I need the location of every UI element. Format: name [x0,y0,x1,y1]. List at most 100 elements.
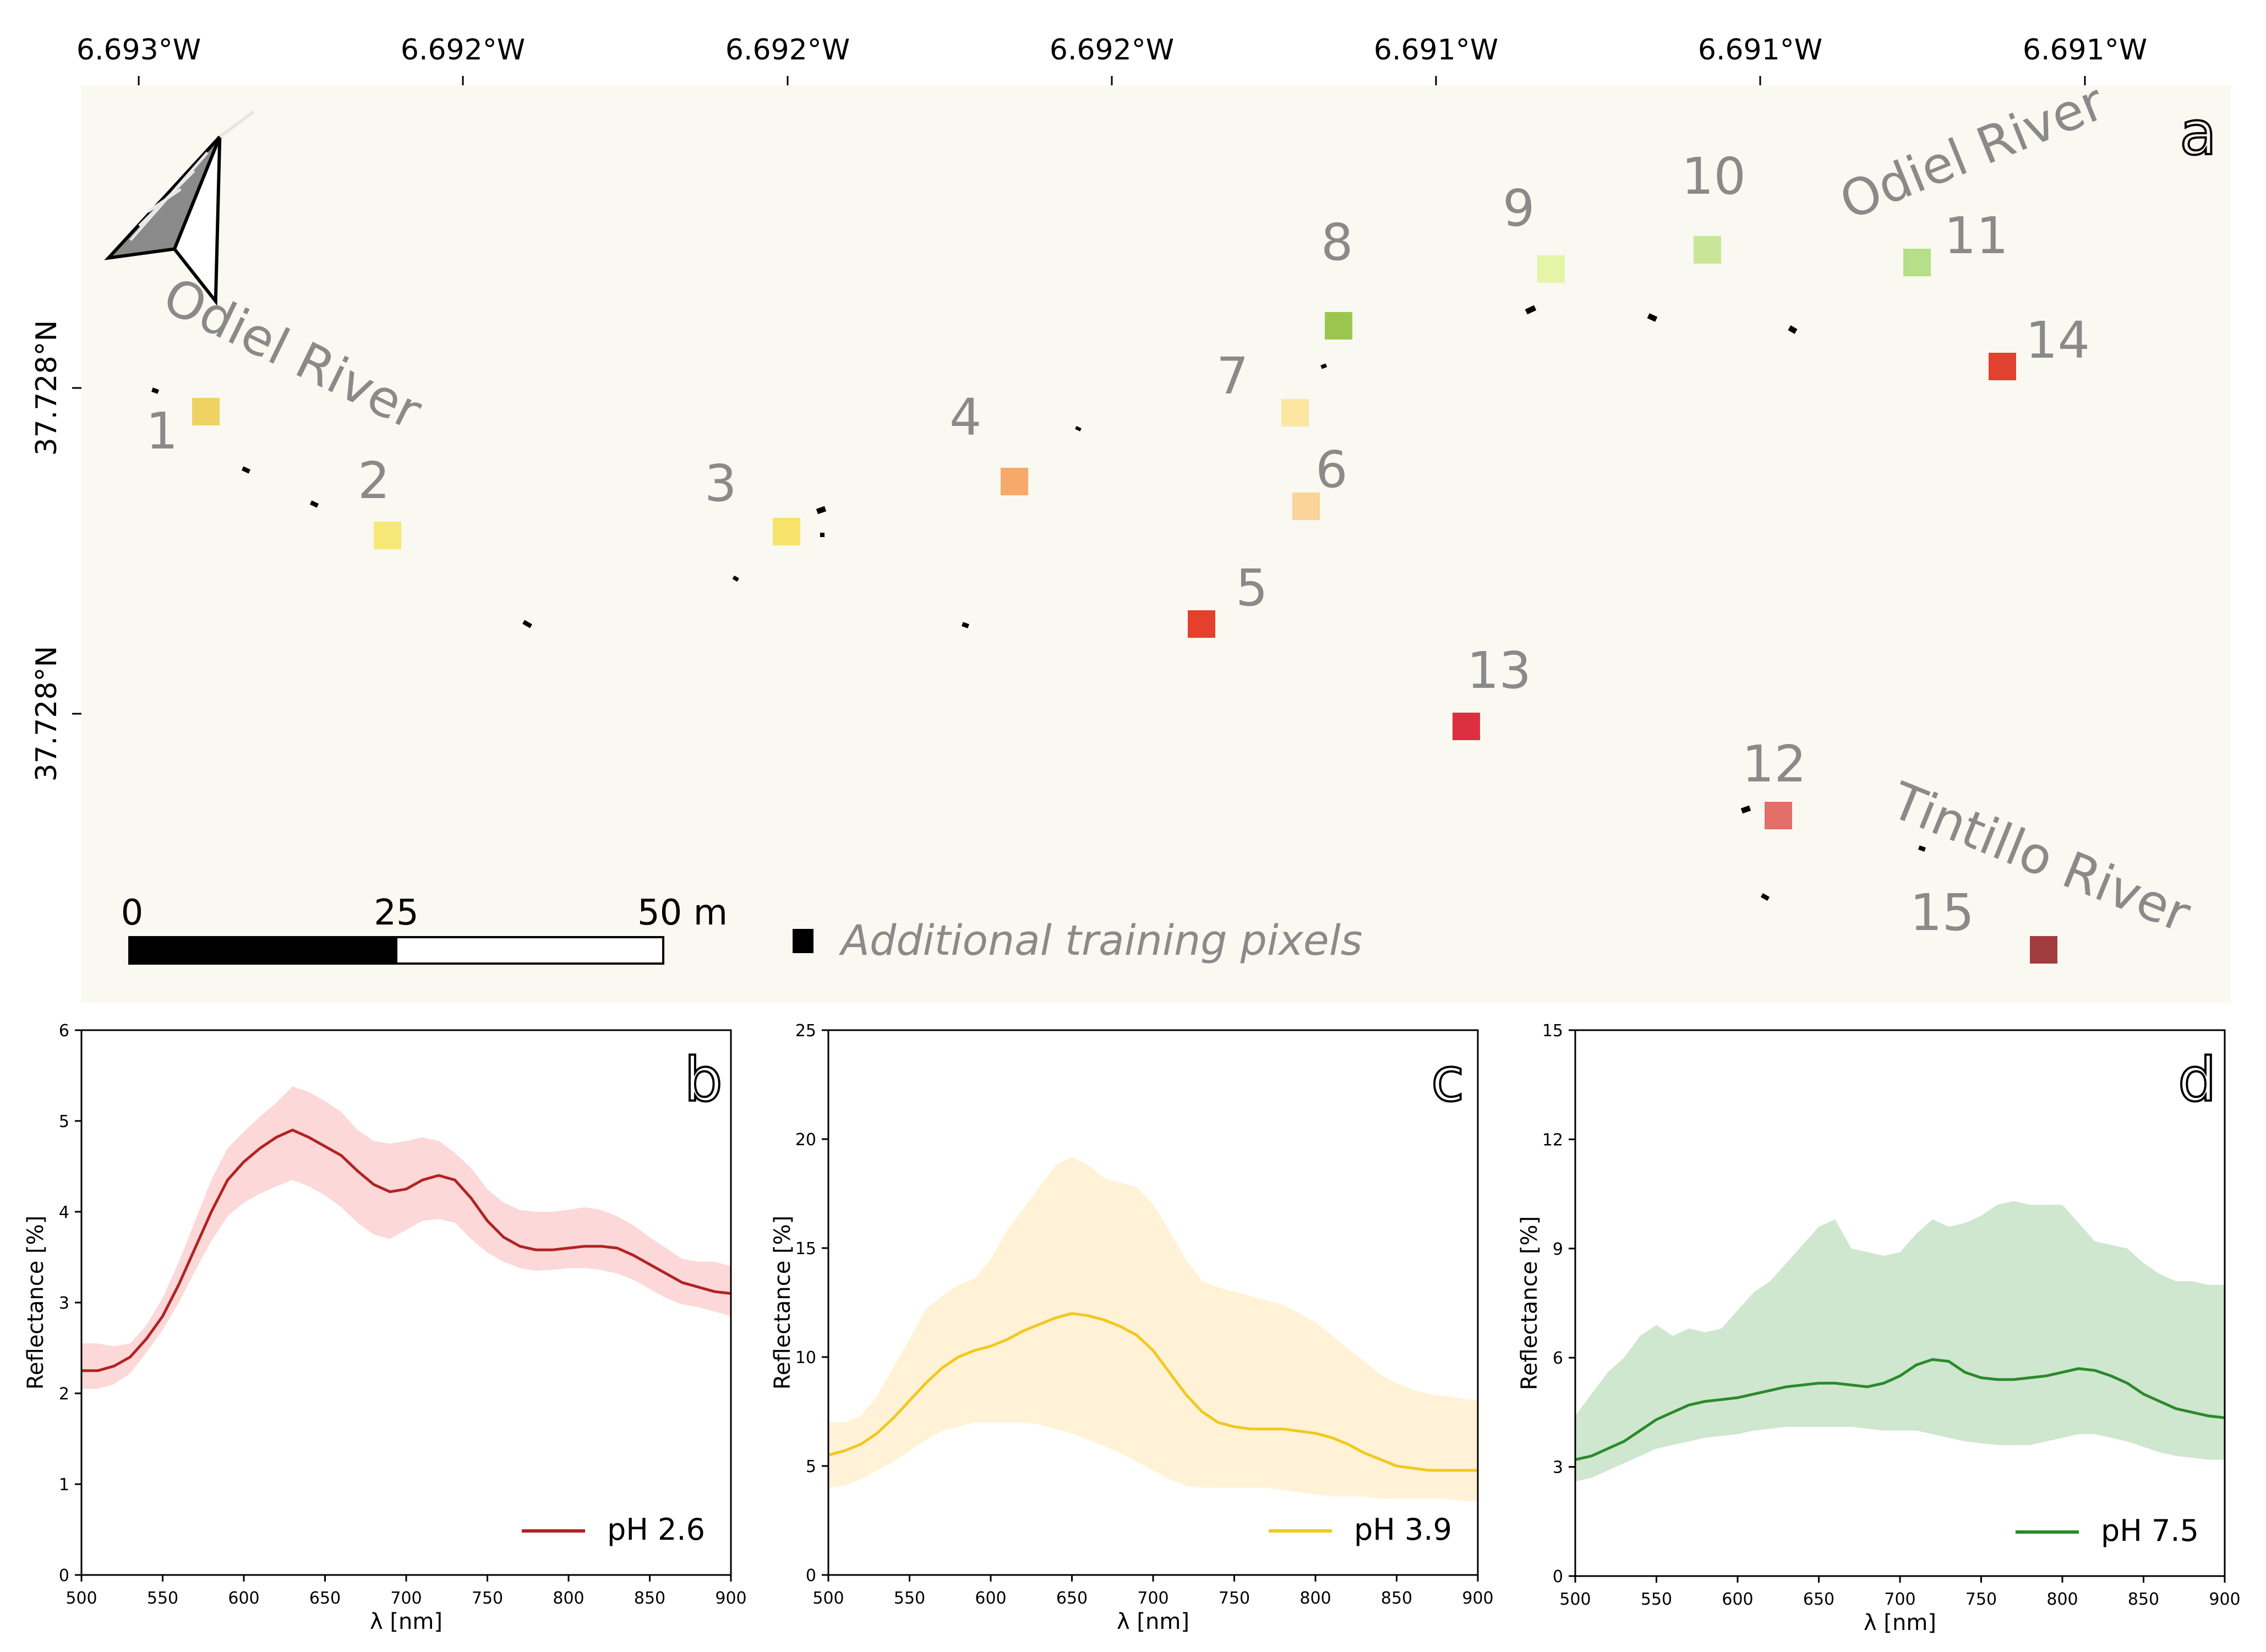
sampling-point-label-2: 2 [358,451,390,510]
x-tick-label: 650 [1803,1590,1834,1609]
training-pixel [1525,305,1537,315]
y-tick-label: 3 [1553,1458,1563,1478]
map-y-tick-label: 37.728°N [30,646,63,782]
y-tick-label: 6 [1553,1349,1563,1368]
training-pixel [309,500,319,508]
y-tick-label: 12 [1542,1130,1563,1150]
chart-d-panel-label: d [2178,1044,2216,1115]
sampling-point-3 [773,518,800,545]
chart-c-xlabel: λ [nm] [1117,1609,1189,1634]
chart-b-panel-label: b [684,1044,723,1115]
chart-b-legend-label: pH 2.6 [607,1512,705,1547]
chart-d-x-ticks: 500 550 600 650 700 750 800 850 900 [1559,1576,2241,1609]
x-tick-label: 700 [1137,1589,1169,1608]
y-tick-label: 15 [1542,1021,1563,1041]
y-tick-label: 9 [1553,1240,1563,1259]
sampling-point-label-4: 4 [949,388,982,447]
sampling-point-8 [1325,312,1352,340]
training-pixel [241,466,251,474]
sampling-point-15 [2030,936,2057,964]
sampling-point-label-15: 15 [1910,883,1974,942]
sampling-point-1 [192,398,220,425]
sampling-point-label-14: 14 [2025,311,2090,370]
x-tick-label: 550 [894,1589,925,1608]
map-panel: 6.693°W 6.692°W 6.692°W 6.692°W 6.691°W 6.691… [30,34,2231,1003]
sampling-point-label-8: 8 [1321,213,1353,272]
map-legend: Additional training pixels [793,916,1362,965]
sampling-point-11 [1903,249,1931,276]
x-tick-label: 700 [390,1589,422,1608]
sampling-point-label-7: 7 [1216,347,1249,406]
sampling-point-label-13: 13 [1467,641,1531,700]
sampling-point-4 [1001,468,1028,495]
sampling-point-12 [1765,802,1792,829]
chart-d-legend-label: pH 7.5 [2101,1513,2199,1548]
chart-b-mean-line [81,1129,731,1372]
training-pixel [1788,325,1798,334]
x-tick-label: 500 [65,1589,97,1608]
training-pixel [1760,893,1770,901]
scale-label-50: 50 m [637,893,728,933]
training-pixel [522,620,532,628]
x-tick-label: 850 [634,1589,665,1608]
sampling-point-label-12: 12 [1742,735,1806,794]
sampling-point-label-6: 6 [1315,440,1348,499]
x-tick-label: 750 [472,1589,503,1608]
north-arrow-icon [104,110,255,306]
y-tick-label: 5 [806,1457,816,1476]
y-tick-label: 1 [59,1475,69,1495]
training-pixel [1075,426,1082,431]
y-tick-label: 15 [795,1239,816,1259]
chart-c-panel-label: c [1431,1044,1464,1115]
legend-training-pixel-swatch [793,929,813,953]
sampling-point-label-11: 11 [1944,206,2008,265]
x-tick-label: 550 [147,1589,178,1608]
y-tick-label: 0 [59,1566,69,1585]
sampling-point-13 [1453,713,1480,740]
sampling-point-10 [1694,236,1721,264]
training-pixel [151,387,160,394]
chart-c-ylabel: Reflectance [%] [770,1216,795,1390]
map-y-ticks: 37.728°N 37.728°N [30,320,81,782]
chart-b-xlabel: λ [nm] [370,1609,443,1634]
x-tick-label: 600 [228,1589,259,1608]
chart-c: 500 550 600 650 700 750 800 850 900 0 5 10 15 20 25 λ… [770,1021,1494,1634]
sampling-point-14 [1989,353,2016,380]
training-pixel [1647,313,1658,322]
map-x-tick-label: 6.693°W [77,34,201,67]
x-tick-label: 650 [1056,1589,1088,1608]
map-x-tick-label: 6.691°W [1698,34,1822,67]
sampling-point-label-3: 3 [705,454,737,513]
x-tick-label: 750 [1965,1590,1997,1609]
map-x-ticks: 6.693°W 6.692°W 6.692°W 6.692°W 6.691°W 6.691… [77,34,2147,85]
training-pixel [1740,805,1751,814]
x-tick-label: 550 [1641,1590,1672,1609]
x-tick-label: 600 [1722,1590,1753,1609]
sampling-point-6 [1292,493,1320,520]
chart-d-xlabel: λ [nm] [1864,1610,1936,1635]
map-y-tick-label: 37.728°N [30,320,63,456]
sampling-point-9 [1537,255,1565,283]
y-tick-label: 20 [795,1130,816,1150]
training-pixel [816,506,827,515]
map-background [81,85,2231,1003]
sampling-point-label-9: 9 [1503,179,1535,238]
chart-d-y-ticks: 0 3 6 9 12 15 [1542,1021,1575,1587]
map-x-tick-label: 6.692°W [401,34,525,67]
sampling-point-label-5: 5 [1236,559,1268,617]
sampling-point-5 [1188,610,1215,638]
scale-bar-black [128,936,397,965]
x-tick-label: 500 [812,1589,844,1608]
y-tick-label: 4 [59,1203,69,1222]
x-tick-label: 800 [1299,1589,1331,1608]
x-tick-label: 900 [1462,1589,1493,1608]
x-tick-label: 600 [975,1589,1006,1608]
x-tick-label: 850 [1381,1589,1412,1608]
chart-b-plot-area [81,1030,731,1575]
chart-b-ylabel: Reflectance [%] [23,1216,48,1390]
x-tick-label: 850 [2128,1590,2159,1609]
sampling-point-7 [1281,399,1309,426]
chart-c-mean-line [828,1312,1478,1472]
training-pixel [1320,363,1328,369]
